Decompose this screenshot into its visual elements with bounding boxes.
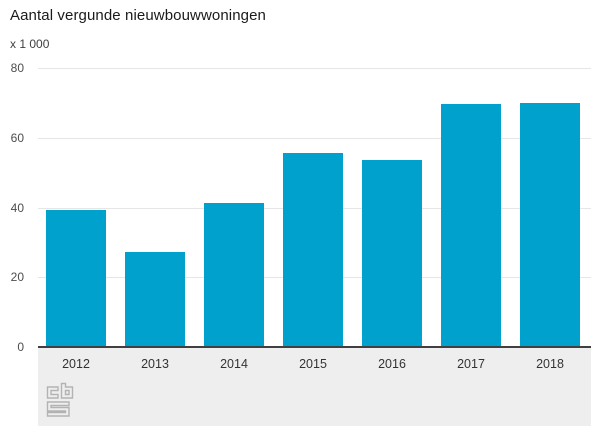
- y-axis-unit-label: x 1 000: [10, 37, 50, 51]
- x-axis-line: [38, 346, 591, 348]
- bar-2015[interactable]: [283, 153, 343, 347]
- x-tick-label-2012: 2012: [62, 357, 90, 371]
- x-tick-label-2016: 2016: [378, 357, 406, 371]
- bar-2016[interactable]: [362, 160, 422, 347]
- x-tick-label-2018: 2018: [536, 357, 564, 371]
- x-tick-label-2013: 2013: [141, 357, 169, 371]
- y-tick-label-80: 80: [10, 61, 24, 75]
- plot-area: [38, 68, 591, 347]
- bar-2014[interactable]: [204, 203, 264, 347]
- x-tick-label-2015: 2015: [299, 357, 327, 371]
- gridline-60: [38, 138, 591, 139]
- x-tick-label-2014: 2014: [220, 357, 248, 371]
- cbs-logo-icon: [46, 381, 74, 419]
- y-tick-label-20: 20: [10, 270, 24, 284]
- x-axis-strip: 2012 2013 2014 2015 2016 2017 2018: [38, 348, 591, 426]
- x-tick-label-2017: 2017: [457, 357, 485, 371]
- y-tick-label-60: 60: [10, 131, 24, 145]
- gridline-80: [38, 68, 591, 69]
- chart-title: Aantal vergunde nieuwbouwwoningen: [10, 7, 266, 24]
- bar-2013[interactable]: [125, 252, 185, 347]
- bar-2017[interactable]: [441, 104, 501, 347]
- y-tick-label-40: 40: [10, 201, 24, 215]
- y-tick-label-0: 0: [17, 340, 24, 354]
- bar-2012[interactable]: [46, 210, 106, 347]
- bar-2018[interactable]: [520, 103, 580, 347]
